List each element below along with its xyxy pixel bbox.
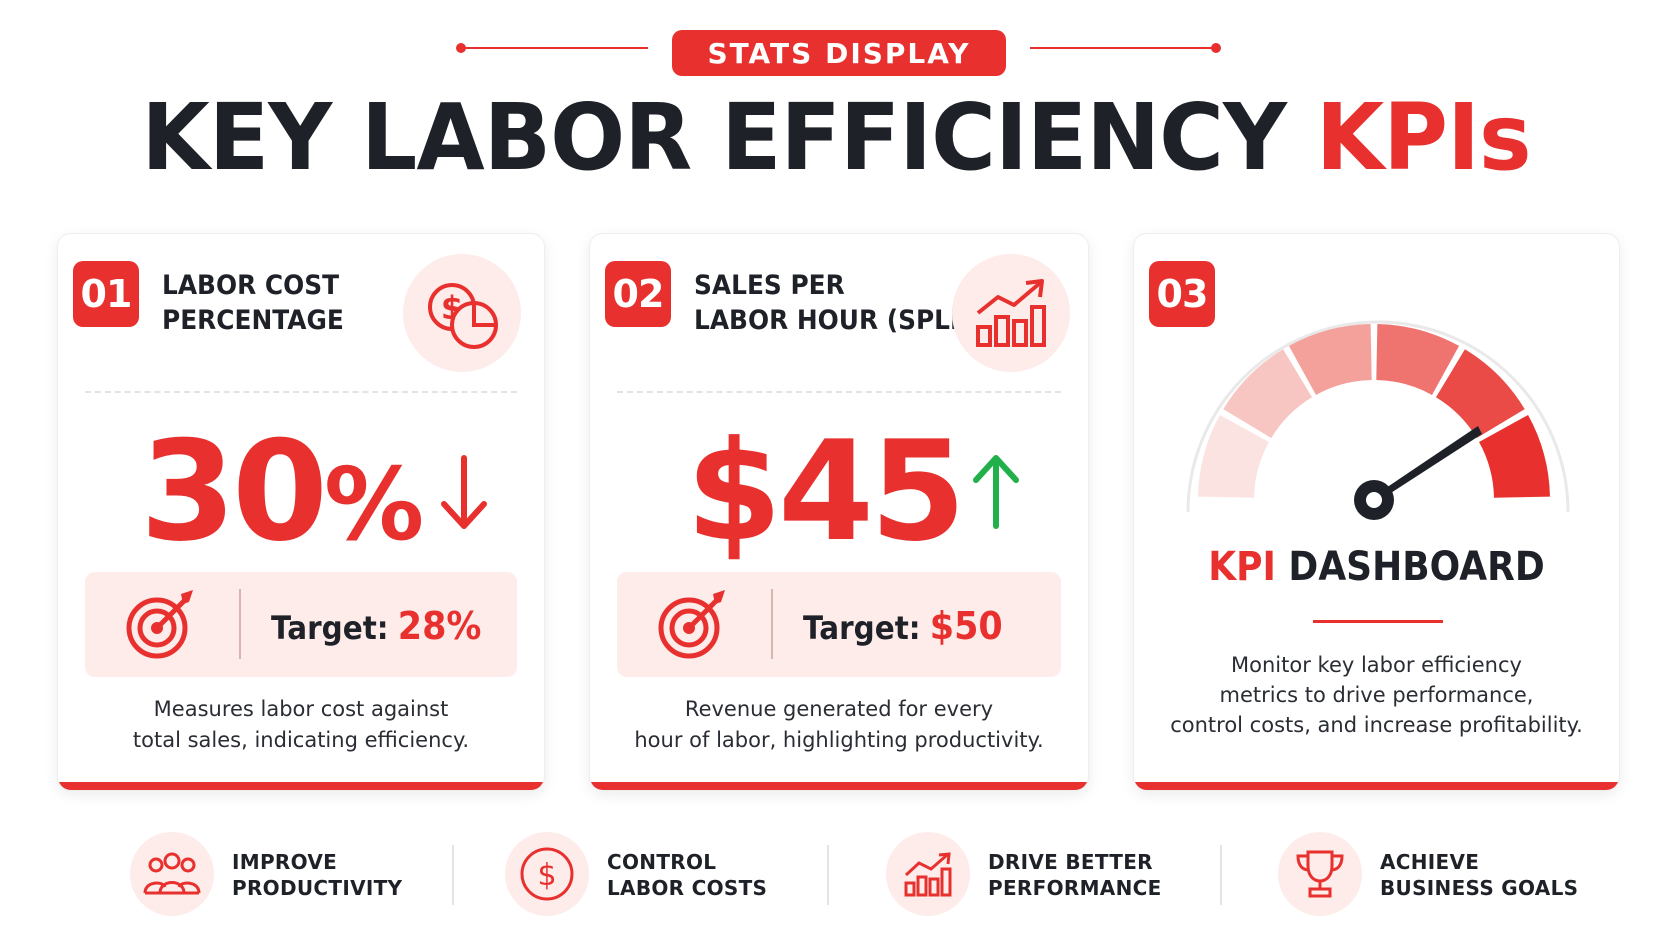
kpi-value-suffix: % <box>324 446 424 563</box>
card-description-line1: Revenue generated for every <box>684 697 994 721</box>
card-description-line2: hour of labor, highlighting productivity… <box>634 728 1044 752</box>
benefit-label: ACHIEVE BUSINESS GOALS <box>1380 849 1578 901</box>
benefit-label-line2: PERFORMANCE <box>988 876 1162 900</box>
card-description: Revenue generated for every hour of labo… <box>590 694 1088 756</box>
benefit-label-line1: IMPROVE <box>232 850 338 874</box>
target-box: Target: $50 <box>617 572 1061 677</box>
benefit-label-line2: PRODUCTIVITY <box>232 876 403 900</box>
benefit-label-line2: BUSINESS GOALS <box>1380 876 1579 900</box>
page-title: KEY LABOR EFFICIENCY KPIs <box>33 84 1638 191</box>
kpi-value: 30% <box>140 411 424 585</box>
benefit-label-line1: CONTROL <box>607 850 717 874</box>
growth-bar-chart-icon <box>952 254 1070 372</box>
benefit-label-line2: LABOR COSTS <box>607 876 768 900</box>
target-separator <box>239 589 241 659</box>
target-label: Target: 28% <box>271 604 481 648</box>
page-title-accent: KPIs <box>1315 84 1532 191</box>
benefit-label: DRIVE BETTER PERFORMANCE <box>988 849 1162 901</box>
kpi-dashboard-title-accent: KPI <box>1208 544 1276 590</box>
card-description-line1: Measures labor cost against <box>153 697 449 721</box>
dollar-pie-chart-icon: $ <box>403 254 521 372</box>
kpi-card-labor-cost: 01 LABOR COST PERCENTAGE $ 30% Target: 28… <box>57 233 545 791</box>
trophy-icon <box>1278 832 1362 916</box>
header-line-right <box>1030 47 1216 49</box>
target-value: 28% <box>397 604 482 648</box>
card-number-badge: 02 <box>605 261 671 327</box>
card-title: LABOR COST PERCENTAGE <box>162 268 344 338</box>
trend-down-arrow-icon <box>441 455 487 529</box>
trend-up-arrow-icon <box>973 455 1019 529</box>
card-title-line2: LABOR HOUR (SPLH) <box>694 305 983 336</box>
target-value: $50 <box>929 604 1003 648</box>
card-title-line1: SALES PER <box>694 270 845 301</box>
svg-text:$: $ <box>537 858 556 893</box>
benefit-label-line1: DRIVE BETTER <box>988 850 1153 874</box>
card-description: Monitor key labor efficiency metrics to … <box>1134 650 1619 740</box>
target-label-text: Target: <box>271 609 389 647</box>
target-icon <box>658 590 725 659</box>
card-number-badge: 03 <box>1149 261 1215 327</box>
target-icon <box>126 590 193 659</box>
page-title-main: KEY LABOR EFFICIENCY <box>141 84 1316 191</box>
header-dot-right <box>1211 43 1221 53</box>
card-description-line2: total sales, indicating efficiency. <box>132 728 470 752</box>
kpi-dashboard-underline <box>1313 620 1443 623</box>
card-number-badge: 01 <box>73 261 139 327</box>
header-dot-left <box>456 43 466 53</box>
target-separator <box>771 589 773 659</box>
card-description-line1: Monitor key labor efficiency <box>1231 653 1522 677</box>
card-divider <box>85 391 517 393</box>
stats-display-badge: STATS DISPLAY <box>672 30 1006 76</box>
kpi-card-dashboard: 03 KPI DASHBOARD Monitor key labor effic… <box>1133 233 1620 791</box>
kpi-value: $45 <box>686 411 966 572</box>
card-description-line2: metrics to drive performance, <box>1219 683 1534 707</box>
card-title-line1: LABOR COST <box>162 270 340 301</box>
benefit-label-line1: ACHIEVE <box>1380 850 1480 874</box>
card-description: Measures labor cost against total sales,… <box>58 694 544 756</box>
growth-chart-icon <box>886 832 970 916</box>
benefit-separator <box>1220 845 1222 905</box>
dollar-coin-icon: $ <box>505 832 589 916</box>
card-title: SALES PER LABOR HOUR (SPLH) <box>694 268 982 338</box>
card-title-line2: PERCENTAGE <box>162 305 344 336</box>
benefit-separator <box>452 845 454 905</box>
kpi-value-number: 30 <box>140 411 328 572</box>
kpi-dashboard-title: KPI DASHBOARD <box>1158 544 1595 590</box>
header-line-left <box>463 47 648 49</box>
benefit-separator <box>827 845 829 905</box>
target-label: Target: $50 <box>803 604 1003 648</box>
benefit-label: IMPROVE PRODUCTIVITY <box>232 849 402 901</box>
kpi-card-splh: 02 SALES PER LABOR HOUR (SPLH) $45 Targe… <box>589 233 1089 791</box>
card-description-line3: control costs, and increase profitabilit… <box>1170 713 1583 737</box>
target-label-text: Target: <box>803 609 921 647</box>
kpi-dashboard-title-main: DASHBOARD <box>1275 544 1545 590</box>
gauge-icon <box>1186 320 1570 520</box>
target-box: Target: 28% <box>85 572 517 677</box>
team-icon <box>130 832 214 916</box>
benefit-label: CONTROL LABOR COSTS <box>607 849 767 901</box>
card-divider <box>617 391 1061 393</box>
